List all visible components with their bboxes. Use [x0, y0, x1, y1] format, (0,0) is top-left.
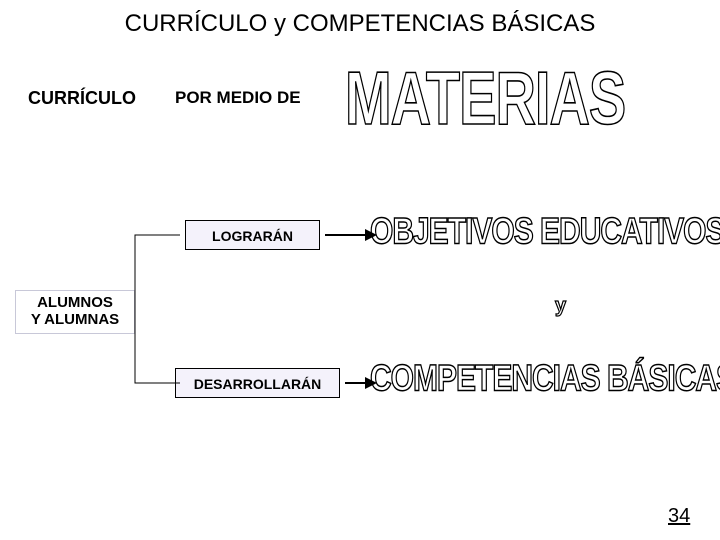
bracket-connector [0, 0, 720, 540]
